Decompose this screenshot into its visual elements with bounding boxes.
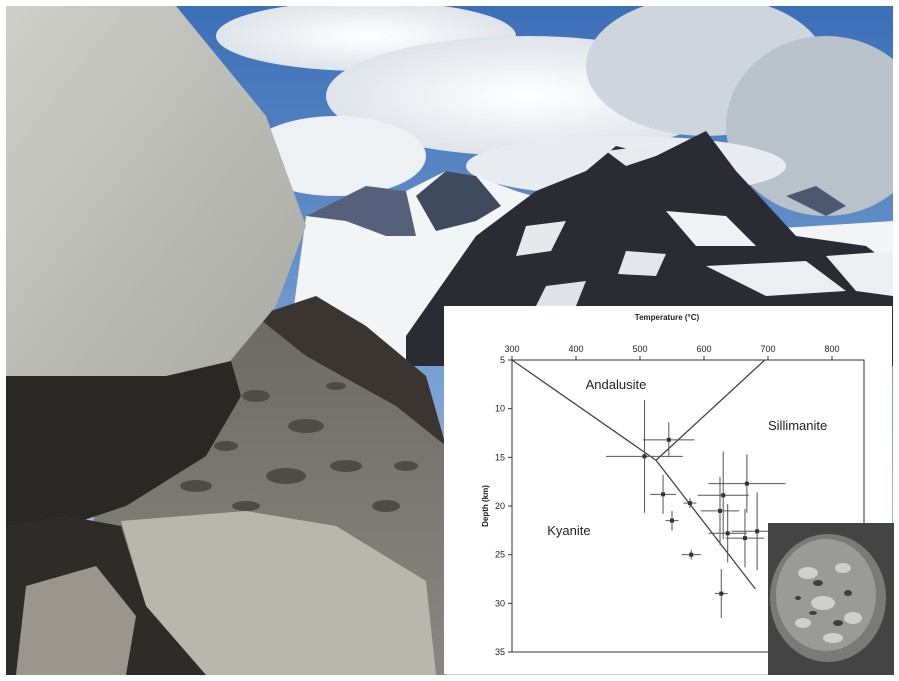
point-marker — [721, 493, 726, 498]
y-axis-ticks: 5 10 15 20 25 30 35 — [495, 355, 512, 657]
point-marker — [670, 518, 674, 523]
point-marker — [666, 437, 671, 442]
y-tick-label: 15 — [495, 452, 505, 462]
y-tick-label: 5 — [500, 355, 505, 365]
phase-boundary-line — [655, 359, 766, 461]
x-tick-label: 600 — [696, 344, 711, 354]
y-tick-label: 35 — [495, 647, 505, 657]
y-axis-label: Depth (km) — [481, 485, 490, 527]
data-point — [708, 504, 747, 563]
data-point — [650, 474, 676, 514]
large-boulder — [6, 6, 306, 386]
phase-boundary-line — [511, 359, 657, 461]
data-point — [665, 510, 679, 531]
boulder-shadow — [6, 361, 241, 536]
data-point — [708, 454, 786, 513]
x-tick-label: 400 — [568, 344, 583, 354]
region-label: Andalusite — [586, 377, 647, 392]
point-marker — [744, 481, 749, 486]
y-tick-label: 30 — [495, 598, 505, 608]
y-tick-label: 25 — [495, 550, 505, 560]
point-marker — [719, 591, 724, 596]
data-point — [606, 399, 683, 513]
point-marker — [718, 508, 722, 513]
data-point — [683, 498, 697, 508]
region-labels: Andalusite Sillimanite Kyanite — [547, 377, 827, 538]
phase-boundaries — [511, 359, 766, 590]
data-point — [697, 451, 749, 540]
x-tick-label: 800 — [824, 344, 839, 354]
region-label: Kyanite — [547, 523, 590, 538]
data-point — [643, 422, 695, 458]
data-point — [681, 549, 701, 560]
point-marker — [742, 536, 747, 541]
y-tick-label: 10 — [495, 404, 505, 414]
x-axis-ticks: 300 400 500 600 700 800 — [504, 344, 840, 360]
x-axis-label: Temperature (°C) — [635, 313, 700, 322]
point-marker — [689, 552, 694, 557]
y-tick-label: 20 — [495, 501, 505, 511]
mountain-photo — [6, 6, 893, 675]
point-marker — [642, 454, 647, 459]
foreground-slab — [121, 511, 436, 675]
point-marker — [687, 501, 692, 506]
phase-boundary-line — [655, 459, 756, 590]
data-point — [714, 569, 728, 618]
garnet-micrograph-inset — [768, 523, 894, 675]
point-marker — [755, 529, 760, 534]
point-marker — [725, 531, 730, 536]
chart-svg: 300 400 500 600 700 800 5 10 15 20 25 30 35 Andalus… — [481, 313, 865, 657]
region-label: Sillimanite — [768, 418, 827, 433]
x-tick-label: 300 — [504, 344, 519, 354]
plot-frame — [511, 359, 865, 653]
left-rock — [16, 566, 136, 675]
data-point — [725, 508, 765, 568]
data-points — [606, 399, 786, 618]
data-point — [700, 476, 740, 545]
x-tick-label: 500 — [632, 344, 647, 354]
x-tick-label: 700 — [760, 344, 775, 354]
scree-rocks — [180, 382, 418, 512]
point-marker — [661, 492, 666, 497]
